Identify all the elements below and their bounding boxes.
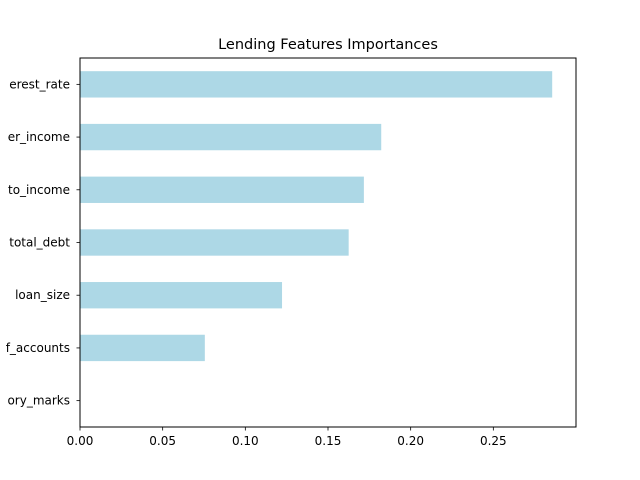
bar-debt-to-income (80, 176, 364, 203)
x-axis-ticks: 0.00 0.05 0.10 0.15 0.20 0.25 (67, 427, 507, 448)
bar-num-of-accounts (80, 334, 205, 362)
plot-area-frame (79, 57, 577, 428)
y-axis-ticks: ory_marks f_accounts loan_size total_debt to… (6, 77, 80, 408)
y-tick-label: f_accounts (6, 341, 70, 355)
x-tick-label: 0.05 (149, 434, 176, 448)
bar-total-debt (80, 229, 349, 256)
bars-group (80, 71, 553, 362)
y-tick-label: ory_marks (7, 394, 70, 408)
y-tick-label: total_debt (9, 236, 70, 250)
chart-title: Lending Features Importances (218, 37, 438, 53)
bar-borrower-income (80, 123, 382, 151)
x-tick-label: 0.20 (397, 434, 424, 448)
bar-interest-rate (80, 71, 553, 98)
y-tick-label: to_income (8, 183, 70, 197)
y-tick-label: loan_size (15, 288, 70, 302)
x-tick-label: 0.15 (315, 434, 342, 448)
bar-loan-size (80, 282, 283, 309)
y-tick-label: er_income (8, 130, 70, 144)
x-tick-label: 0.00 (67, 434, 94, 448)
x-tick-label: 0.10 (232, 434, 259, 448)
y-tick-label: erest_rate (9, 77, 70, 91)
x-tick-label: 0.25 (480, 434, 507, 448)
